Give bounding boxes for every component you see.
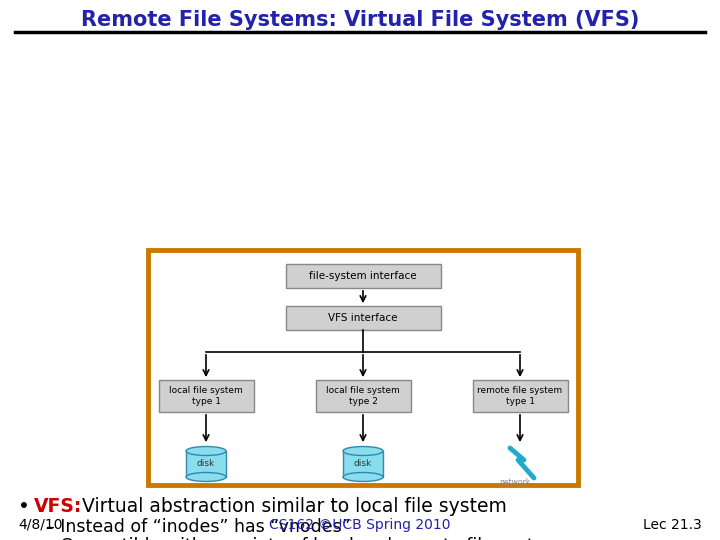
Text: •: • [18,497,30,516]
FancyBboxPatch shape [472,380,567,412]
Text: 4/8/10: 4/8/10 [18,518,63,532]
Text: Lec 21.3: Lec 21.3 [643,518,702,532]
Text: network: network [499,478,530,487]
Text: VFS interface: VFS interface [328,313,397,323]
Text: disk: disk [354,460,372,469]
Text: local file system
type 2: local file system type 2 [326,386,400,406]
Text: Virtual abstraction similar to local file system: Virtual abstraction similar to local fil… [76,497,507,516]
Text: CS162 ©UCB Spring 2010: CS162 ©UCB Spring 2010 [269,518,451,532]
Text: disk: disk [197,460,215,469]
FancyBboxPatch shape [158,380,253,412]
Text: local file system
type 1: local file system type 1 [169,386,243,406]
Ellipse shape [343,447,383,456]
Text: – Instead of “inodes” has “vnodes”: – Instead of “inodes” has “vnodes” [46,518,351,536]
Ellipse shape [186,472,226,482]
Text: VFS:: VFS: [34,497,82,516]
Text: remote file system
type 1: remote file system type 1 [477,386,562,406]
Polygon shape [186,451,226,477]
FancyBboxPatch shape [286,264,441,288]
FancyBboxPatch shape [286,306,441,330]
Text: file-system interface: file-system interface [309,271,417,281]
Polygon shape [343,451,383,477]
Ellipse shape [186,447,226,456]
FancyBboxPatch shape [148,250,578,485]
Text: Remote File Systems: Virtual File System (VFS): Remote File Systems: Virtual File System… [81,10,639,30]
FancyBboxPatch shape [315,380,410,412]
Text: – Compatible with a variety of local and remote file systems: – Compatible with a variety of local and… [46,537,571,540]
Ellipse shape [343,472,383,482]
